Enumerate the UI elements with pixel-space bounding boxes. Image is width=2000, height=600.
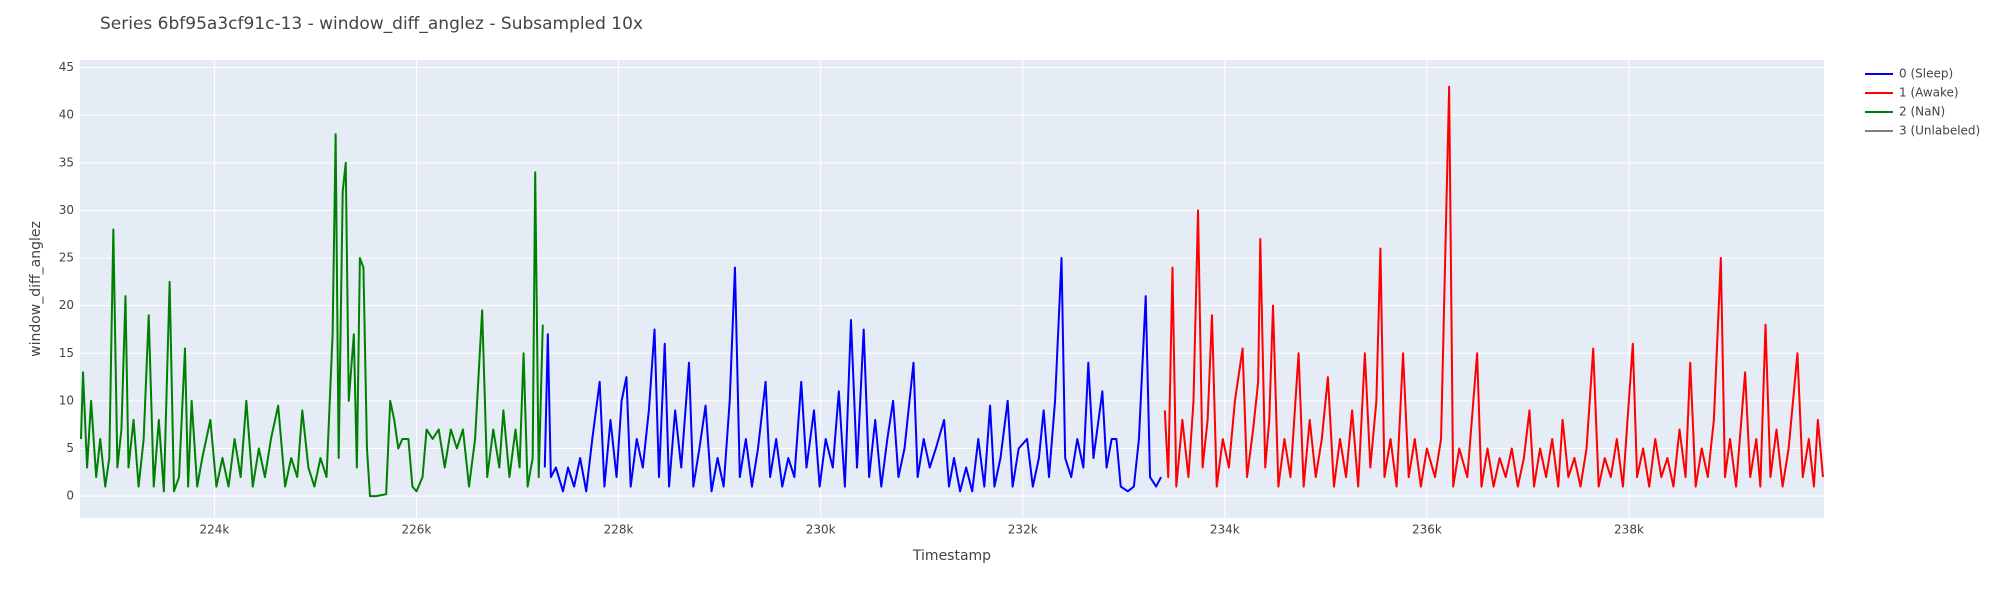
x-tick-label: 238k (1614, 523, 1644, 537)
legend-label: 1 (Awake) (1899, 86, 1959, 100)
chart-title: Series 6bf95a3cf91c-13 - window_diff_ang… (100, 14, 643, 34)
x-tick-label: 226k (402, 523, 432, 537)
legend-label: 0 (Sleep) (1899, 67, 1953, 81)
grid (80, 60, 1824, 518)
series-line (1163, 85, 1824, 488)
y-tick-label: 40 (59, 108, 74, 122)
x-tick-label: 224k (199, 523, 229, 537)
y-tick-label: 30 (59, 203, 74, 217)
y-tick-label: 0 (66, 489, 74, 503)
y-tick-label: 10 (59, 393, 74, 407)
y-tick-label: 25 (59, 251, 74, 265)
plot-area (80, 60, 1824, 518)
y-tick-label: 15 (59, 346, 74, 360)
x-tick-label: 234k (1210, 523, 1240, 537)
x-axis-title: Timestamp (912, 548, 991, 564)
y-axis-title: window_diff_anglez (28, 221, 44, 357)
x-tick-label: 228k (604, 523, 634, 537)
y-tick-label: 45 (59, 60, 74, 74)
legend-label: 3 (Unlabeled) (1899, 124, 1980, 138)
x-tick-label: 230k (806, 523, 836, 537)
y-tick-label: 20 (59, 298, 74, 312)
series-line (543, 257, 1162, 493)
x-tick-label: 236k (1412, 523, 1442, 537)
lines (80, 85, 1824, 498)
x-tick-label: 232k (1008, 523, 1038, 537)
series-line (80, 133, 544, 498)
y-tick-label: 5 (66, 441, 74, 455)
y-tick-label: 35 (59, 155, 74, 169)
legend-label: 2 (NaN) (1899, 105, 1945, 119)
